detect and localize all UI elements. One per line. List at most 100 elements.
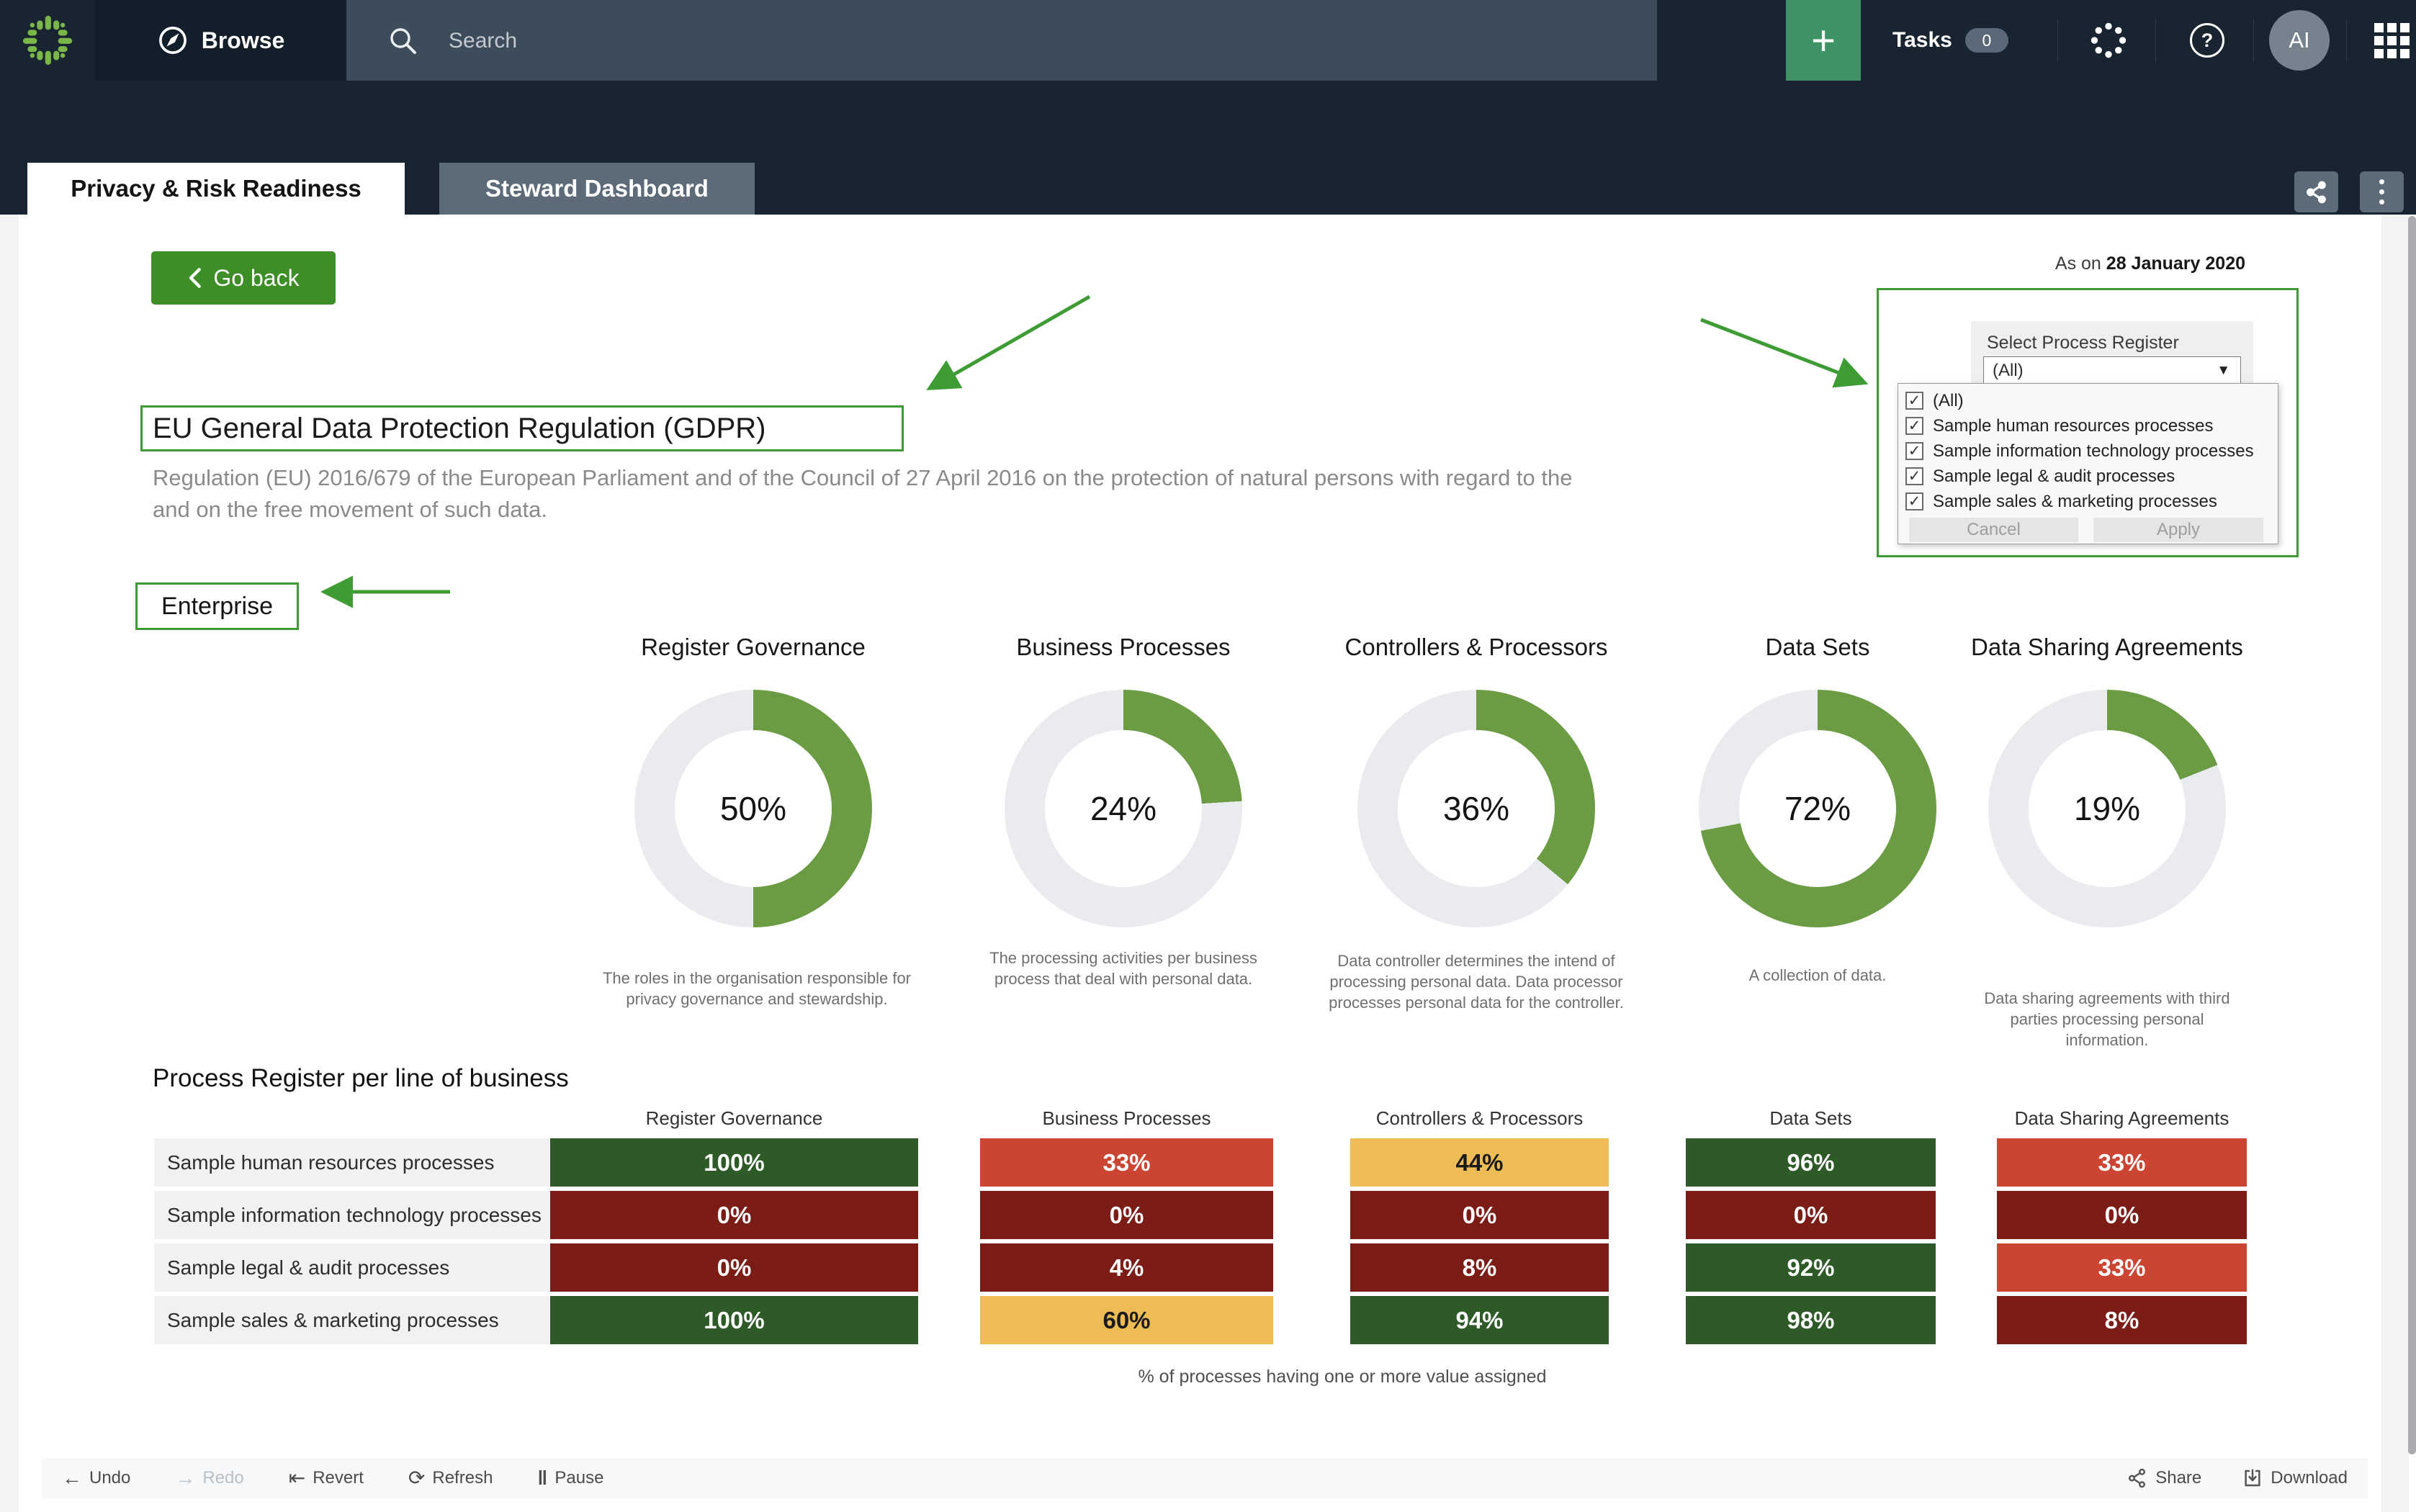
collibra-logo[interactable]	[0, 0, 96, 81]
revert-button[interactable]: ⇤ Revert	[289, 1468, 364, 1488]
table-footnote: % of processes having one or more value …	[1138, 1367, 1547, 1387]
apply-button[interactable]: Apply	[2093, 518, 2263, 542]
share-dashboard-button[interactable]	[2294, 171, 2338, 212]
pct-cell: 0%	[1997, 1191, 2247, 1239]
checkbox-checked-icon[interactable]	[1905, 417, 1923, 435]
as-on-value: 28 January 2020	[2106, 253, 2245, 274]
checkbox-checked-icon[interactable]	[1905, 492, 1923, 510]
title-annotation-box: EU General Data Protection Regulation (G…	[140, 405, 904, 451]
row-label: Sample information technology processes	[154, 1191, 550, 1239]
dashboard-options-button[interactable]	[2360, 171, 2404, 212]
pct-cell: 0%	[1350, 1191, 1609, 1239]
pct-cell: 0%	[980, 1191, 1273, 1239]
donut-business-processes: Business Processes 24% The processing ac…	[969, 634, 1278, 989]
column-header: Business Processes	[1042, 1107, 1211, 1129]
donut-value: 24%	[1045, 730, 1202, 887]
option-label: Sample legal & audit processes	[1933, 466, 2175, 486]
search-input[interactable]	[447, 0, 1530, 82]
pct-cell: 44%	[1350, 1138, 1609, 1187]
option-label: (All)	[1933, 390, 1964, 410]
apps-grid-button[interactable]	[2368, 0, 2416, 81]
pct-cell: 92%	[1686, 1243, 1936, 1292]
column-header: Data Sharing Agreements	[2014, 1107, 2229, 1129]
tasks-count-badge: 0	[1964, 28, 2008, 53]
create-button[interactable]: +	[1786, 0, 1861, 81]
pause-label: Pause	[554, 1468, 604, 1488]
search-icon	[390, 28, 416, 54]
revert-label: Revert	[313, 1468, 364, 1488]
global-search	[346, 0, 1657, 82]
scope-annotation-box: Enterprise	[135, 582, 299, 630]
browse-button[interactable]: Browse	[95, 0, 346, 81]
share-button[interactable]: Share	[2127, 1467, 2201, 1489]
table-section-title: Process Register per line of business	[153, 1064, 569, 1092]
compass-icon	[158, 27, 187, 54]
selected-value: (All)	[1993, 361, 2024, 380]
refresh-button[interactable]: ⟳ Refresh	[408, 1468, 493, 1488]
donut-chart: 19%	[1988, 690, 2226, 927]
go-back-button[interactable]: Go back	[151, 251, 336, 305]
checkbox-checked-icon[interactable]	[1905, 392, 1923, 410]
scrollbar-track	[2381, 215, 2409, 1512]
dropdown-option-sales[interactable]: Sample sales & marketing processes	[1898, 489, 2278, 514]
go-back-label: Go back	[213, 264, 300, 291]
checkbox-checked-icon[interactable]	[1905, 442, 1923, 460]
donut-title: Controllers & Processors	[1344, 634, 1608, 660]
table-row: Sample human resources processes 100% 33…	[154, 1138, 2247, 1187]
donut-caption: Data sharing agreements with third parti…	[1984, 989, 2230, 1049]
nav-divider	[2346, 19, 2347, 62]
table-row: Sample legal & audit processes 0% 4% 8% …	[154, 1243, 2247, 1292]
checkbox-checked-icon[interactable]	[1905, 467, 1923, 485]
process-register-select[interactable]: (All) ▼	[1983, 356, 2241, 385]
left-gutter	[0, 215, 19, 1512]
pct-cell: 33%	[1997, 1138, 2247, 1187]
cancel-button[interactable]: Cancel	[1909, 518, 2078, 542]
pct-cell: 0%	[1686, 1191, 1936, 1239]
pct-cell: 98%	[1686, 1296, 1936, 1344]
dropdown-option-legal[interactable]: Sample legal & audit processes	[1898, 464, 2278, 489]
donut-register-governance: Register Governance 50% The roles in the…	[598, 634, 911, 1009]
undo-button[interactable]: ← Undo	[62, 1468, 130, 1488]
share-icon	[2306, 181, 2326, 203]
row-label: Sample sales & marketing processes	[154, 1296, 550, 1344]
donut-caption: A collection of data.	[1748, 966, 1887, 984]
tab-steward-dashboard[interactable]: Steward Dashboard	[439, 163, 755, 215]
user-menu-button[interactable]: AI	[2268, 0, 2330, 81]
browse-label: Browse	[201, 27, 285, 53]
row-label: Sample human resources processes	[154, 1138, 550, 1187]
refresh-icon: ⟳	[408, 1467, 426, 1489]
share-label: Share	[2155, 1468, 2202, 1488]
spinner-icon	[2091, 22, 2127, 58]
download-icon	[2245, 1469, 2260, 1487]
row-label: Sample legal & audit processes	[154, 1243, 550, 1292]
option-label: Sample sales & marketing processes	[1933, 491, 2217, 511]
tasks-button[interactable]: Tasks 0	[1892, 0, 2008, 81]
caret-down-icon: ▼	[2217, 363, 2230, 378]
activities-spinner-button	[2083, 0, 2134, 81]
arrow-to-title	[926, 294, 1091, 390]
download-button[interactable]: Download	[2242, 1467, 2348, 1489]
kebab-menu-icon	[2379, 179, 2384, 204]
donut-title: Data Sets	[1765, 634, 1870, 660]
pct-cell: 4%	[980, 1243, 1273, 1292]
collibra-logo-icon	[22, 15, 73, 66]
tab-privacy-risk-readiness[interactable]: Privacy & Risk Readiness	[27, 163, 405, 215]
scope-label: Enterprise	[161, 592, 273, 620]
column-header: Data Sets	[1769, 1107, 1852, 1129]
redo-icon: →	[175, 1467, 196, 1489]
redo-button[interactable]: → Redo	[175, 1468, 243, 1488]
pause-button[interactable]: ‖ Pause	[537, 1468, 603, 1488]
arrow-to-filter	[1700, 318, 1869, 388]
dropdown-option-all[interactable]: (All)	[1898, 388, 2278, 413]
help-button[interactable]: ?	[2182, 0, 2232, 81]
scrollbar-thumb[interactable]	[2408, 216, 2416, 1454]
top-navbar: Browse + Tasks 0	[0, 0, 2416, 82]
donut-title: Register Governance	[641, 634, 866, 660]
download-label: Download	[2271, 1468, 2348, 1488]
table-row: Sample sales & marketing processes 100% …	[154, 1296, 2247, 1344]
donut-controllers-processors: Controllers & Processors 36% Data contro…	[1321, 634, 1631, 1013]
as-on-prefix: As on	[2055, 253, 2101, 274]
pct-cell: 8%	[1997, 1296, 2247, 1344]
dropdown-option-hr[interactable]: Sample human resources processes	[1898, 413, 2278, 438]
dropdown-option-it[interactable]: Sample information technology processes	[1898, 438, 2278, 464]
